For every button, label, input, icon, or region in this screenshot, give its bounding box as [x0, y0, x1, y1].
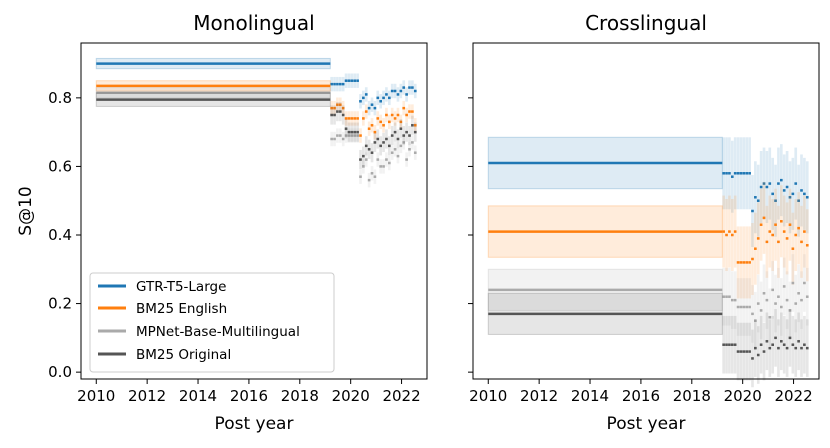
legend-box: [89, 272, 335, 373]
panel-crosslingual: Crosslingual 2010 2012 2014 2016 2018 2020 202…: [468, 11, 820, 434]
y-tick-label-0.2: 0.2: [48, 295, 72, 313]
y-tick-label-0.6: 0.6: [48, 157, 72, 175]
x-tick-label-crosslingual-2012: 2012: [520, 387, 558, 405]
x-tick-label-crosslingual-2018: 2018: [673, 387, 711, 405]
panel-monolingual: Monolingual 2010 2012 2014 2016 2018 2020 2022…: [16, 11, 428, 434]
legend-label-bm25-original: BM25 Original: [136, 347, 231, 363]
y-tick-label-0.0: 0.0: [48, 363, 72, 381]
x-tick-label-monolingual-2018: 2018: [281, 387, 319, 405]
legend-label-gtr: GTR-T5-Large: [136, 279, 226, 295]
panel-title-crosslingual: Crosslingual: [585, 11, 707, 35]
x-tick-label-monolingual-2010: 2010: [77, 387, 115, 405]
plot-frame-crosslingual: [472, 42, 820, 380]
plot-frame-monolingual: [80, 42, 428, 380]
x-axis-label-monolingual: Post year: [215, 414, 294, 434]
legend: GTR-T5-Large BM25 English MPNet-Base-Mul…: [89, 272, 335, 373]
x-tick-label-monolingual-2022: 2022: [382, 387, 420, 405]
x-tick-label-crosslingual-2016: 2016: [622, 387, 660, 405]
x-axis-label-crosslingual: Post year: [607, 414, 686, 434]
x-tick-label-monolingual-2014: 2014: [179, 387, 217, 405]
legend-label-mpnet: MPNet-Base-Multilingual: [136, 324, 300, 340]
x-tick-label-crosslingual-2020: 2020: [724, 387, 762, 405]
y-tick-label-0.4: 0.4: [48, 226, 72, 244]
y-tick-label-0.8: 0.8: [48, 89, 72, 107]
x-tick-label-monolingual-2012: 2012: [128, 387, 166, 405]
y-axis-label: S@10: [16, 186, 36, 235]
x-tick-label-monolingual-2020: 2020: [332, 387, 370, 405]
panel-title-monolingual: Monolingual: [193, 11, 314, 35]
x-tick-label-crosslingual-2022: 2022: [774, 387, 812, 405]
legend-label-bm25-english: BM25 English: [136, 301, 227, 317]
x-tick-label-crosslingual-2014: 2014: [571, 387, 609, 405]
x-tick-label-crosslingual-2010: 2010: [469, 387, 507, 405]
x-tick-label-monolingual-2016: 2016: [230, 387, 268, 405]
